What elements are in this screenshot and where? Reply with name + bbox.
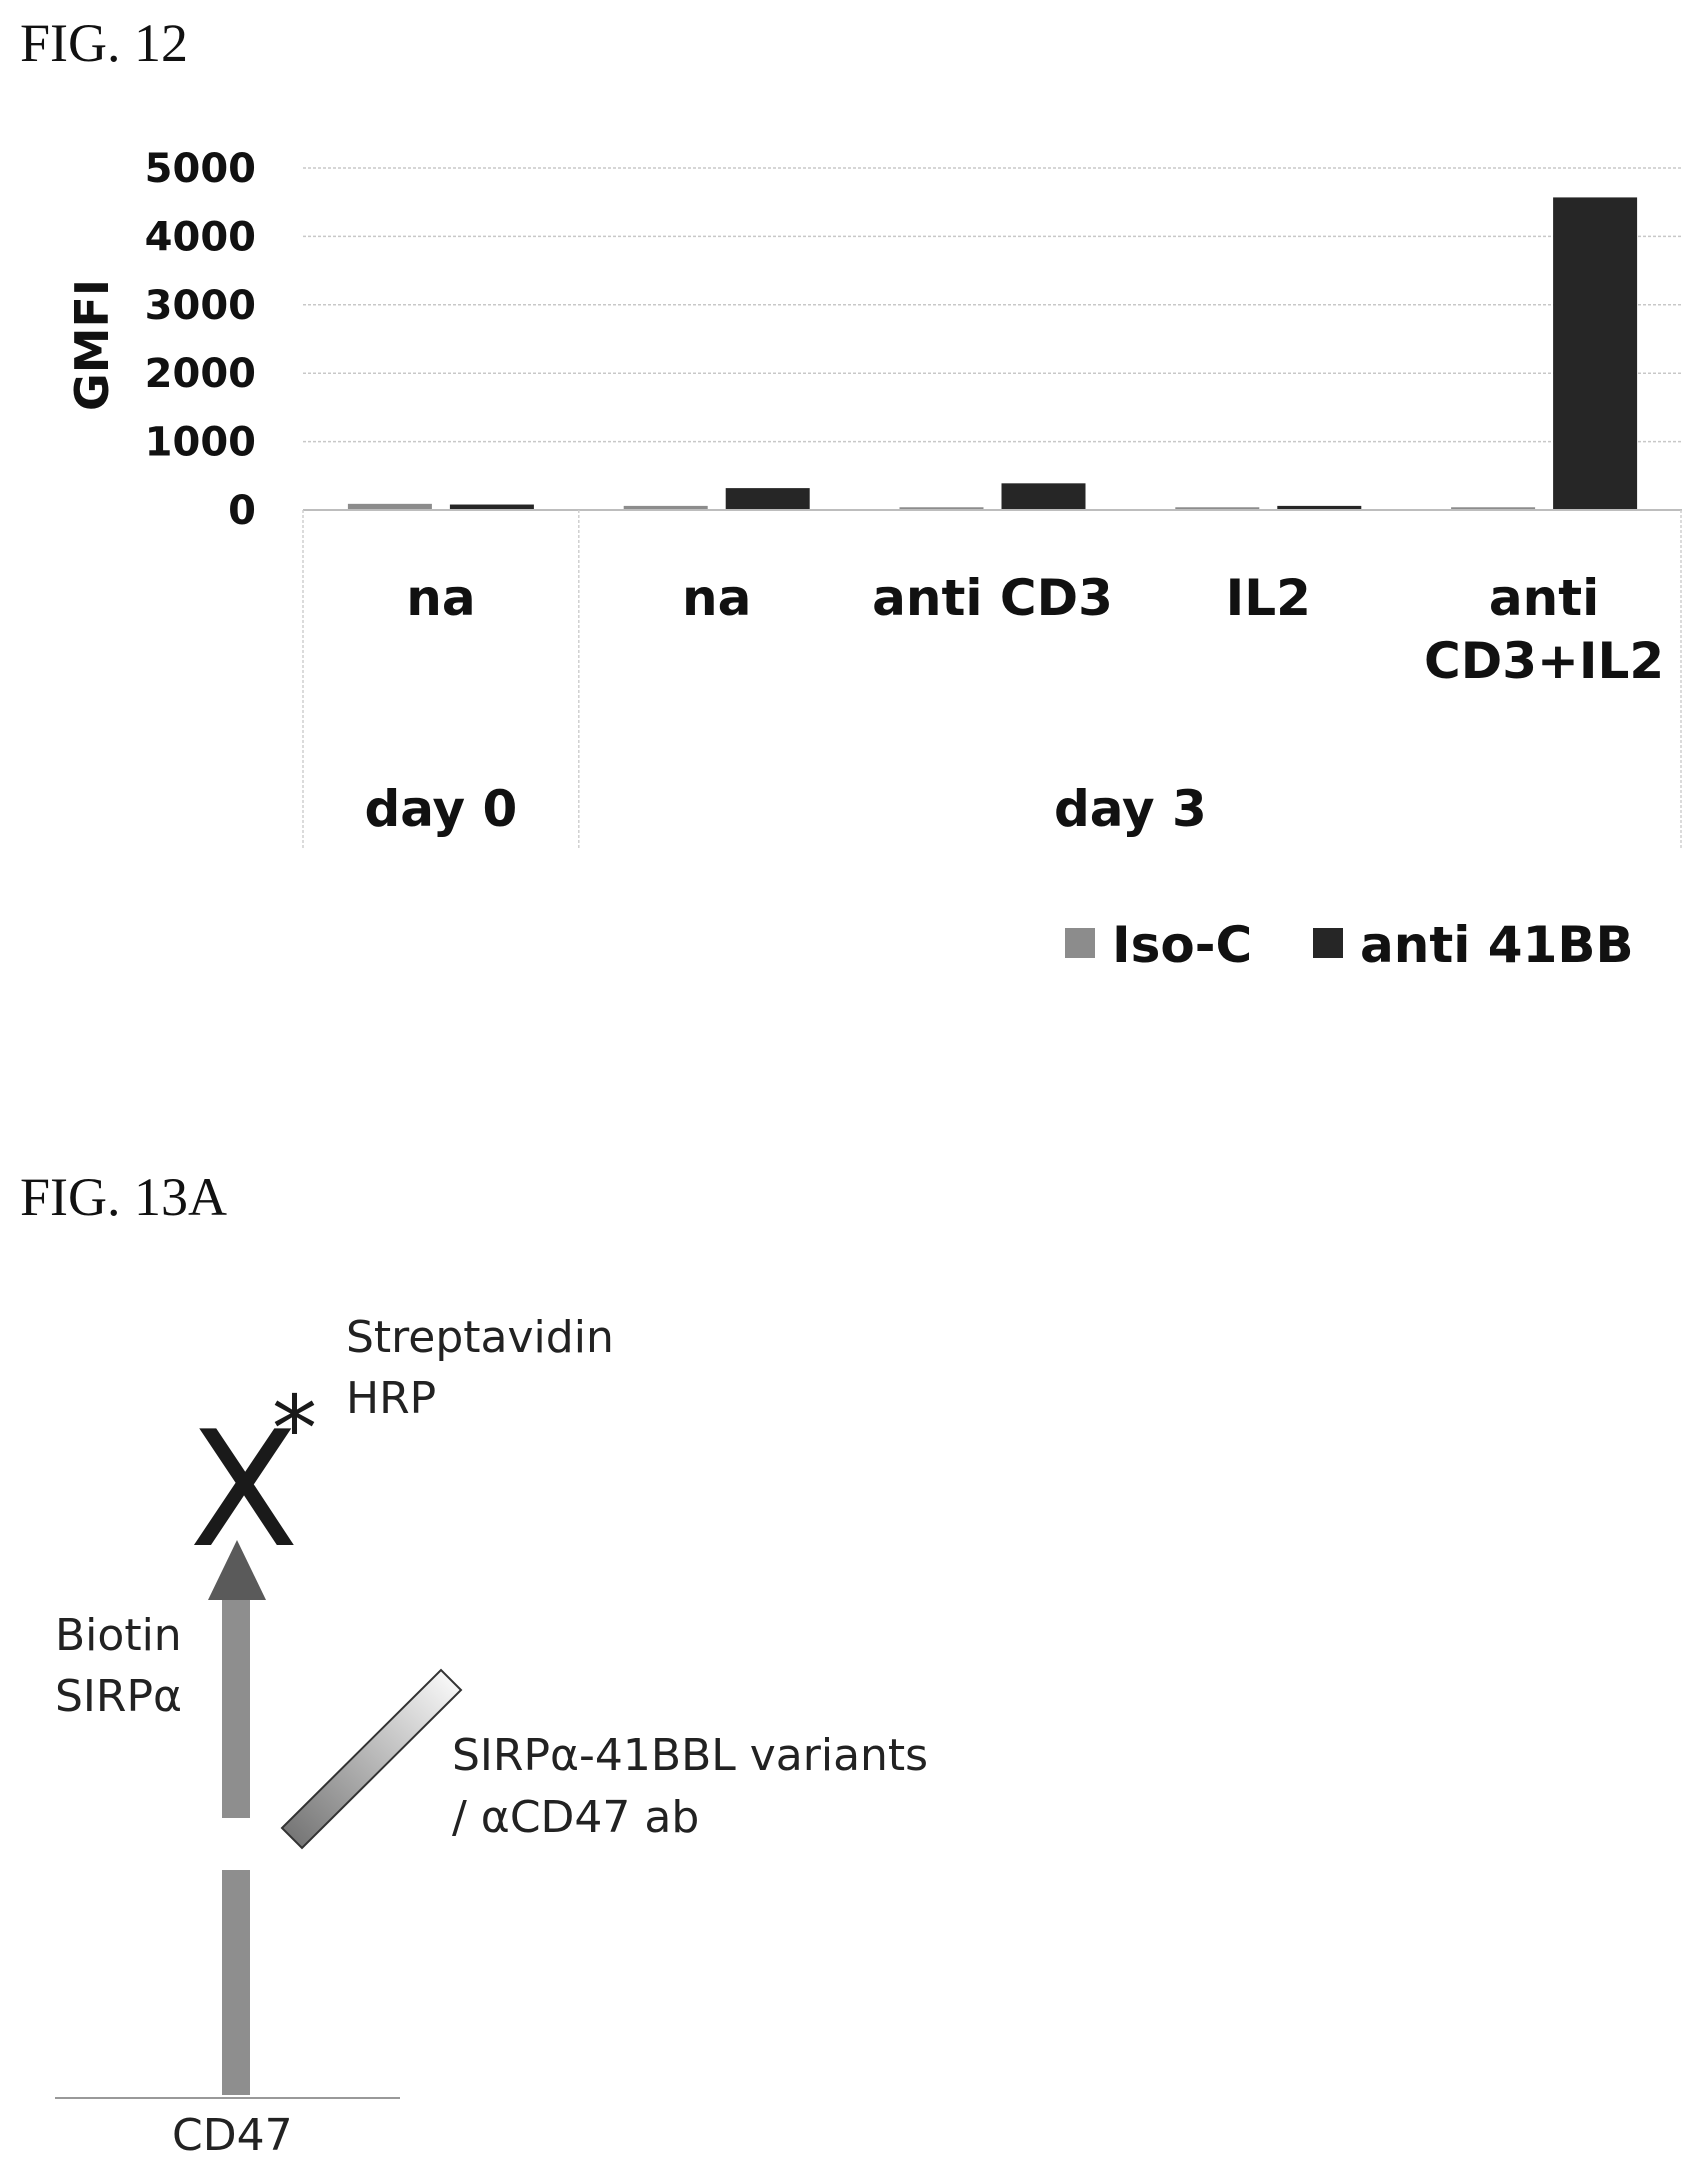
y-axis-label: GMFI [65, 279, 119, 411]
x-category-label: anti [1489, 569, 1599, 627]
bar-iso-c [1451, 507, 1536, 510]
y-tick-label: 0 [228, 488, 256, 534]
x-category-label: na [682, 569, 751, 627]
bar-anti-41bb [725, 488, 810, 510]
streptavidin-label: Streptavidin [346, 1312, 614, 1363]
y-tick-label: 1000 [145, 420, 256, 466]
y-tick-label: 5000 [145, 146, 256, 192]
biotin-label: Biotin [55, 1610, 182, 1661]
bar-iso-c [899, 507, 984, 510]
assay-diagram: Streptavidin HRP X * Biotin SIRPα SIRPα-… [55, 1312, 928, 2159]
gridlines [303, 167, 1682, 443]
biotin-sirpa-bar [222, 1600, 250, 1818]
x-category-label: CD3+IL2 [1424, 632, 1664, 690]
y-axis-ticks: 0 1000 2000 3000 4000 5000 [145, 146, 256, 534]
sirpa-label: SIRPα [55, 1671, 182, 1722]
biotin-arrow-head [208, 1540, 266, 1600]
variant-ab-bar [280, 1668, 463, 1850]
x-category-label: na [406, 569, 475, 627]
bar-anti-41bb [1277, 505, 1362, 510]
hrp-label: HRP [346, 1373, 436, 1424]
legend: Iso-C anti 41BB [1065, 916, 1634, 974]
legend-label-iso-c: Iso-C [1112, 916, 1252, 974]
bar-iso-c [1175, 507, 1260, 510]
legend-swatch-iso-c [1065, 928, 1095, 958]
cd47-bar [222, 1870, 250, 2095]
cd47-label: CD47 [172, 2110, 293, 2159]
x-category-label: IL2 [1226, 569, 1311, 627]
hrp-star-icon: * [272, 1377, 317, 1482]
x-group-label: day 3 [1054, 780, 1207, 838]
bar-iso-c [347, 503, 432, 510]
acd47-ab-label: / αCD47 ab [452, 1792, 699, 1843]
bar-iso-c [623, 505, 708, 510]
x-category-label: anti CD3 [872, 569, 1113, 627]
x-group-label: day 0 [365, 780, 518, 838]
fig12-title: FIG. 12 [20, 13, 189, 73]
bar-anti-41bb [1001, 483, 1086, 510]
variants-label: SIRPα-41BBL variants [452, 1730, 928, 1781]
bars [347, 197, 1638, 511]
streptavidin-x-mark: X [189, 1396, 299, 1583]
y-tick-label: 3000 [145, 283, 256, 329]
fig13a-title: FIG. 13A [20, 1167, 228, 1227]
bar-anti-41bb [449, 504, 534, 510]
bar-chart: 0 1000 2000 3000 4000 5000 GMFI na na anti CD3 I… [65, 146, 1682, 974]
y-tick-label: 2000 [145, 351, 256, 397]
legend-swatch-anti-41bb [1313, 928, 1343, 958]
legend-label-anti-41bb: anti 41BB [1360, 916, 1634, 974]
bar-anti-41bb [1553, 197, 1638, 511]
y-tick-label: 4000 [145, 214, 256, 260]
